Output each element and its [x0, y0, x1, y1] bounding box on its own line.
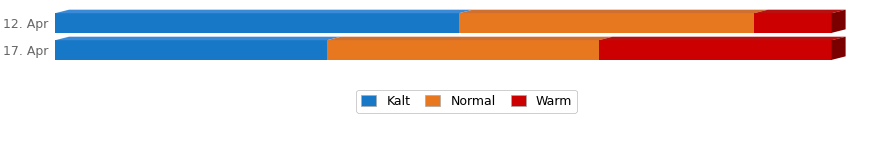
Polygon shape	[754, 10, 846, 13]
Bar	[56, 13, 459, 33]
Bar	[327, 40, 599, 60]
Polygon shape	[56, 10, 473, 13]
Bar	[599, 40, 832, 60]
Bar	[459, 13, 754, 33]
Polygon shape	[459, 10, 768, 13]
Polygon shape	[327, 37, 612, 40]
Bar	[754, 13, 832, 33]
Polygon shape	[832, 37, 846, 60]
Legend: Kalt, Normal, Warm: Kalt, Normal, Warm	[356, 90, 577, 113]
Polygon shape	[599, 37, 846, 40]
Bar	[56, 40, 327, 60]
Polygon shape	[56, 37, 341, 40]
Polygon shape	[832, 10, 846, 33]
